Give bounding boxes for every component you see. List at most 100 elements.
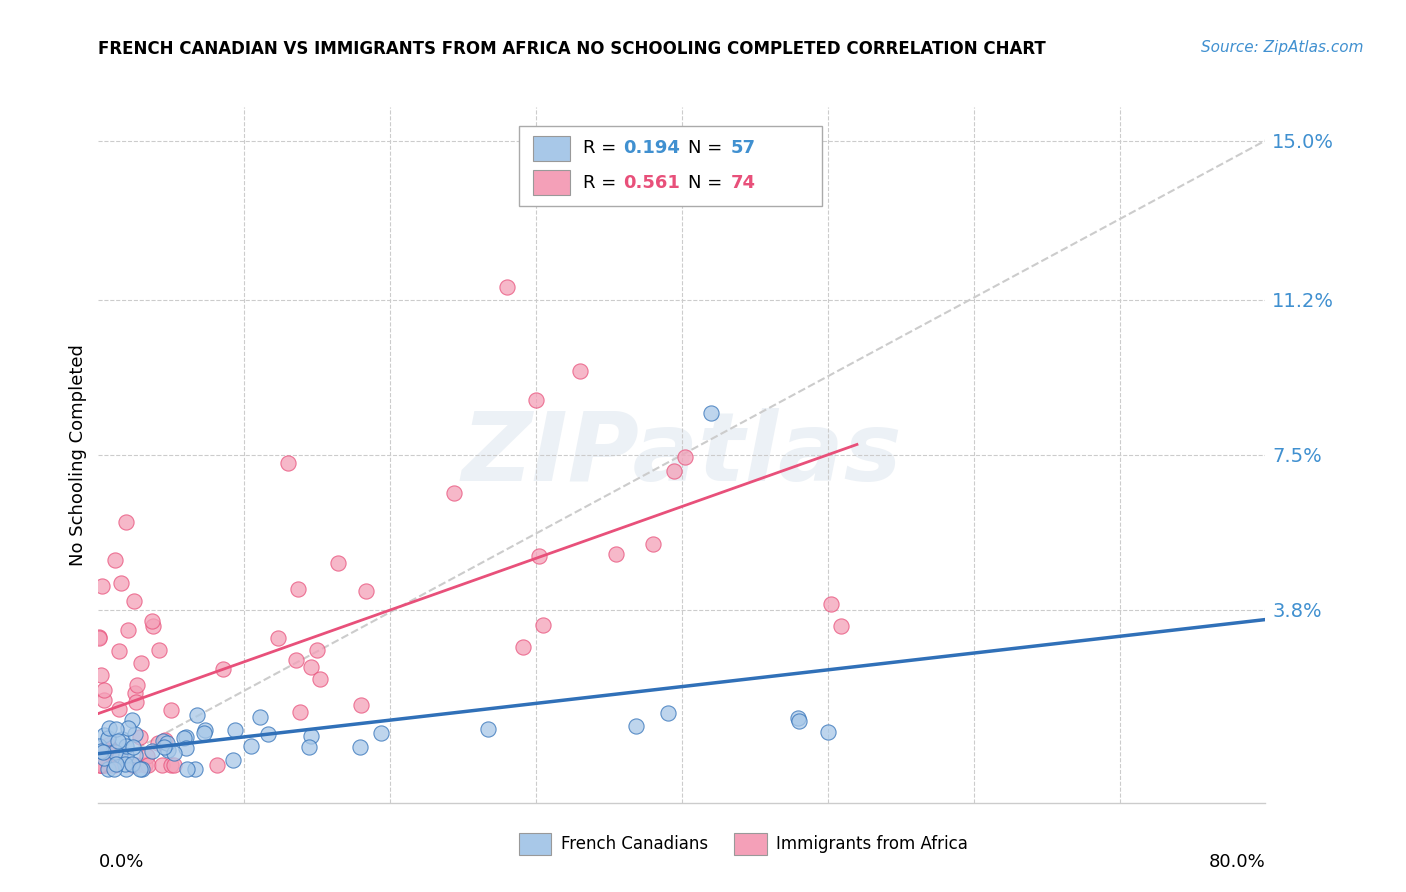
Point <box>205 758 228 772</box>
Point <box>163 747 186 761</box>
Point <box>496 280 519 294</box>
Point <box>700 406 723 420</box>
Point <box>98 757 121 772</box>
Point <box>626 719 648 733</box>
Point <box>305 642 328 657</box>
Point <box>142 618 165 632</box>
Point <box>284 653 307 667</box>
Point <box>90 668 112 682</box>
Point <box>114 515 136 529</box>
Point <box>98 740 121 755</box>
Point <box>309 672 332 686</box>
Text: 0.561: 0.561 <box>623 174 681 192</box>
Point <box>222 753 245 767</box>
FancyBboxPatch shape <box>519 126 823 206</box>
FancyBboxPatch shape <box>519 833 551 855</box>
Text: 57: 57 <box>731 139 756 157</box>
Point <box>104 553 127 567</box>
Point <box>163 758 186 772</box>
FancyBboxPatch shape <box>533 170 569 195</box>
Point <box>121 740 143 755</box>
Point <box>240 739 263 754</box>
Point <box>160 758 183 772</box>
Point <box>277 456 299 470</box>
Text: 74: 74 <box>731 174 756 192</box>
Point <box>98 758 121 772</box>
Point <box>89 758 111 772</box>
Point <box>115 747 138 762</box>
Point <box>108 644 131 658</box>
Text: FRENCH CANADIAN VS IMMIGRANTS FROM AFRICA NO SCHOOLING COMPLETED CORRELATION CHA: FRENCH CANADIAN VS IMMIGRANTS FROM AFRIC… <box>98 40 1046 58</box>
Point <box>97 762 120 776</box>
Text: N =: N = <box>688 139 728 157</box>
Point <box>370 726 392 740</box>
Point <box>124 747 146 762</box>
Point <box>110 576 132 591</box>
Point <box>127 678 149 692</box>
Point <box>110 748 132 763</box>
Point <box>527 549 550 564</box>
Point <box>443 485 465 500</box>
Point <box>103 758 125 772</box>
Point <box>136 758 159 772</box>
Point <box>657 706 679 720</box>
Point <box>148 736 170 750</box>
Point <box>148 642 170 657</box>
Point <box>103 758 125 772</box>
Point <box>299 729 322 743</box>
Point <box>108 701 131 715</box>
Point <box>93 693 115 707</box>
Point <box>104 745 127 759</box>
Point <box>184 762 207 776</box>
Point <box>820 597 842 611</box>
Point <box>212 662 235 676</box>
Point <box>664 464 686 478</box>
Point <box>121 757 143 772</box>
Point <box>93 751 115 765</box>
Point <box>117 721 139 735</box>
Point <box>173 731 195 745</box>
Point <box>128 762 150 776</box>
Point <box>97 731 120 745</box>
Point <box>524 393 547 408</box>
Point <box>150 758 173 772</box>
Text: R =: R = <box>582 139 621 157</box>
Point <box>787 711 810 725</box>
Point <box>105 754 128 768</box>
Point <box>156 736 179 750</box>
Point <box>299 659 322 673</box>
Point <box>107 733 129 747</box>
Point <box>290 705 312 719</box>
Point <box>91 579 114 593</box>
Point <box>114 756 136 771</box>
Point <box>89 631 111 645</box>
Point <box>117 624 139 638</box>
Point <box>531 618 554 632</box>
FancyBboxPatch shape <box>734 833 768 855</box>
Point <box>129 656 152 670</box>
Point <box>224 723 246 738</box>
Point <box>641 537 664 551</box>
Text: N =: N = <box>688 174 728 192</box>
Point <box>93 746 115 760</box>
Point <box>135 749 157 764</box>
Point <box>817 725 839 739</box>
Point <box>141 744 163 758</box>
Point <box>97 738 120 752</box>
Point <box>512 640 534 654</box>
Point <box>89 739 111 753</box>
Point <box>186 708 208 723</box>
Point <box>90 758 112 772</box>
Point <box>125 695 148 709</box>
Text: 0.194: 0.194 <box>623 139 681 157</box>
Point <box>125 758 148 772</box>
Point <box>830 619 852 633</box>
Point <box>104 723 127 737</box>
Point <box>153 739 176 754</box>
Point <box>174 740 197 755</box>
Text: R =: R = <box>582 174 621 192</box>
Point <box>115 762 138 776</box>
Point <box>350 698 373 712</box>
Point <box>111 731 134 746</box>
Point <box>176 762 198 776</box>
